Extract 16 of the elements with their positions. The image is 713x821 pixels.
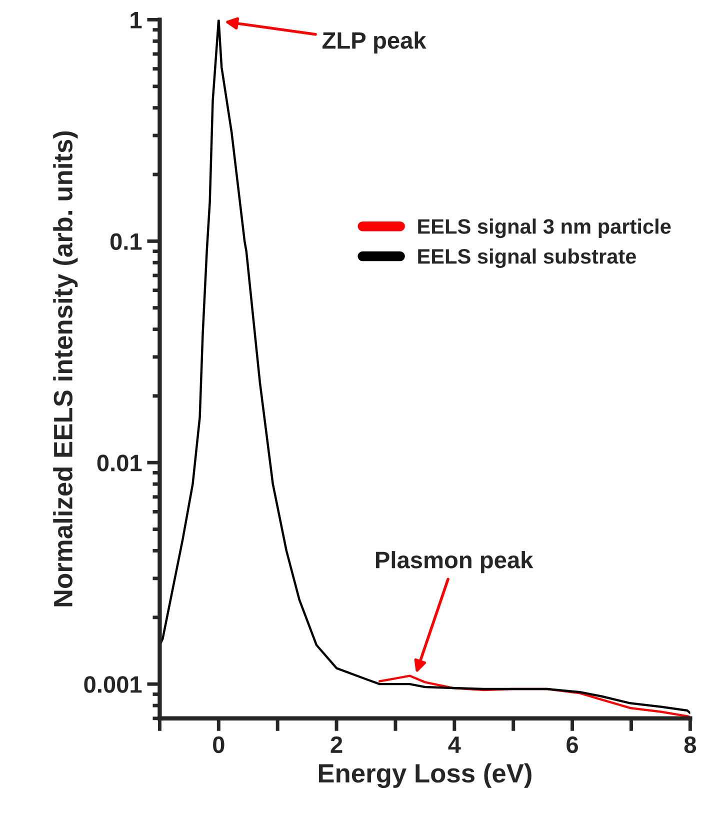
y-tick-label: 0.001 xyxy=(84,676,142,693)
x-tick-label: 6 xyxy=(566,736,578,754)
y-tick-label: 0.1 xyxy=(110,233,142,250)
x-tick-label: 2 xyxy=(330,736,342,753)
x-tick-label: 8 xyxy=(684,736,696,754)
x-axis-title: Energy Loss (eV) xyxy=(318,763,532,788)
x-tick-label: 4 xyxy=(448,736,461,753)
y-axis-title: Normalized EELS intensity (arb. units) xyxy=(53,131,78,606)
y-tick-label: 0.01 xyxy=(97,454,142,472)
legend-label: EELS signal 3 nm particle xyxy=(418,218,671,238)
annotation: ZLP peak xyxy=(322,31,426,54)
x-tick-label: 0 xyxy=(213,736,224,754)
legend-label: EELS signal substrate xyxy=(418,248,636,268)
line-series xyxy=(160,20,690,714)
y-tick-label: 1 xyxy=(130,12,142,28)
annotation: Plasmon peak xyxy=(376,551,534,574)
